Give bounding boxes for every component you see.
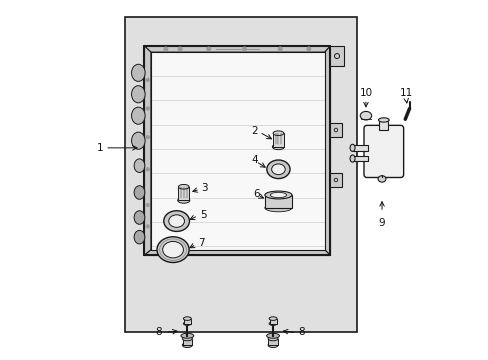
Ellipse shape bbox=[134, 230, 144, 244]
Bar bbox=[329, 173, 341, 187]
Ellipse shape bbox=[268, 317, 276, 320]
Ellipse shape bbox=[183, 322, 191, 325]
Text: 10: 10 bbox=[359, 88, 372, 98]
Ellipse shape bbox=[131, 132, 145, 149]
Bar bbox=[124, 18, 356, 332]
Bar bbox=[178, 187, 189, 201]
Ellipse shape bbox=[377, 176, 385, 182]
Circle shape bbox=[146, 225, 149, 228]
Text: 2: 2 bbox=[250, 126, 257, 136]
Ellipse shape bbox=[264, 204, 291, 212]
Text: 9: 9 bbox=[378, 217, 385, 228]
Polygon shape bbox=[144, 46, 329, 255]
Text: 3: 3 bbox=[201, 183, 208, 193]
Ellipse shape bbox=[157, 237, 189, 262]
Bar bbox=[183, 319, 190, 324]
Ellipse shape bbox=[134, 186, 144, 199]
Text: 5: 5 bbox=[200, 210, 206, 220]
Ellipse shape bbox=[266, 160, 289, 179]
Circle shape bbox=[278, 47, 282, 51]
Ellipse shape bbox=[177, 198, 189, 203]
Circle shape bbox=[146, 168, 149, 171]
Text: 11: 11 bbox=[399, 88, 412, 98]
Ellipse shape bbox=[131, 64, 145, 81]
Text: 8: 8 bbox=[155, 327, 162, 337]
Ellipse shape bbox=[183, 317, 191, 320]
Ellipse shape bbox=[270, 192, 286, 198]
Bar bbox=[378, 120, 387, 130]
Text: 1: 1 bbox=[96, 143, 103, 153]
Ellipse shape bbox=[267, 337, 278, 341]
Text: 7: 7 bbox=[198, 238, 204, 248]
Ellipse shape bbox=[163, 242, 183, 258]
Ellipse shape bbox=[349, 144, 354, 152]
Ellipse shape bbox=[267, 342, 278, 347]
Ellipse shape bbox=[163, 211, 189, 231]
Text: 8: 8 bbox=[298, 327, 304, 337]
Circle shape bbox=[206, 47, 210, 51]
Circle shape bbox=[146, 78, 149, 81]
Ellipse shape bbox=[349, 155, 354, 162]
Bar bbox=[352, 156, 367, 161]
Bar bbox=[329, 123, 341, 137]
Ellipse shape bbox=[182, 337, 192, 341]
Bar bbox=[272, 133, 283, 147]
Bar bbox=[268, 339, 277, 345]
Ellipse shape bbox=[182, 342, 192, 347]
Bar bbox=[329, 46, 343, 66]
Ellipse shape bbox=[378, 118, 388, 122]
Text: 4: 4 bbox=[250, 156, 257, 165]
Ellipse shape bbox=[168, 215, 184, 227]
Ellipse shape bbox=[181, 333, 193, 338]
Ellipse shape bbox=[131, 86, 145, 103]
Circle shape bbox=[242, 47, 246, 51]
Polygon shape bbox=[151, 52, 324, 249]
Circle shape bbox=[146, 136, 149, 139]
Text: 6: 6 bbox=[253, 189, 259, 199]
Polygon shape bbox=[144, 249, 329, 255]
Ellipse shape bbox=[271, 164, 285, 175]
Polygon shape bbox=[324, 46, 329, 255]
Ellipse shape bbox=[178, 184, 189, 189]
Ellipse shape bbox=[264, 191, 291, 199]
Bar bbox=[352, 145, 367, 151]
Bar bbox=[269, 319, 276, 324]
Circle shape bbox=[146, 107, 149, 110]
Bar bbox=[183, 339, 192, 345]
FancyBboxPatch shape bbox=[363, 125, 403, 177]
Circle shape bbox=[146, 203, 149, 206]
Polygon shape bbox=[144, 46, 151, 255]
Circle shape bbox=[164, 47, 167, 51]
Ellipse shape bbox=[268, 322, 276, 325]
Ellipse shape bbox=[134, 159, 144, 172]
Polygon shape bbox=[144, 46, 329, 52]
Ellipse shape bbox=[272, 131, 283, 135]
Ellipse shape bbox=[360, 111, 371, 120]
Ellipse shape bbox=[131, 107, 145, 124]
Ellipse shape bbox=[266, 333, 279, 338]
Circle shape bbox=[306, 47, 310, 51]
Polygon shape bbox=[264, 195, 291, 208]
Circle shape bbox=[178, 47, 182, 51]
Ellipse shape bbox=[272, 144, 284, 150]
Ellipse shape bbox=[134, 211, 144, 224]
